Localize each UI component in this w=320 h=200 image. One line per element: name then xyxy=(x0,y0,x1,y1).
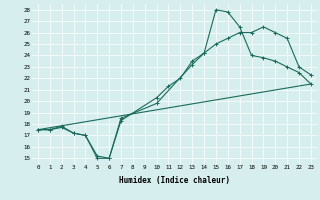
X-axis label: Humidex (Indice chaleur): Humidex (Indice chaleur) xyxy=(119,176,230,185)
